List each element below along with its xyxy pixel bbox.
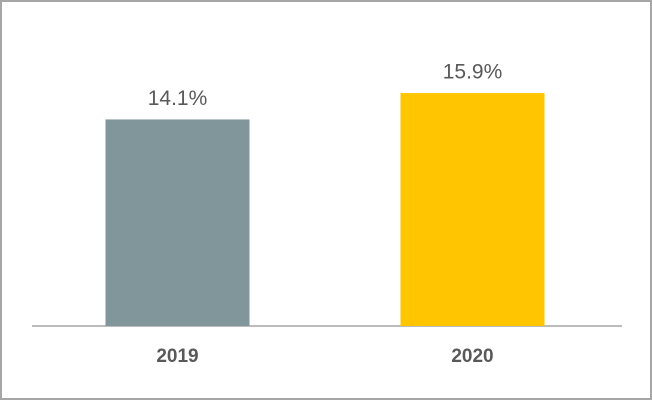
bar [400, 93, 545, 326]
data-label: 15.9% [443, 61, 503, 84]
x-tick-label: 2019 [156, 346, 198, 367]
data-label: 14.1% [148, 87, 208, 110]
bar [105, 119, 250, 326]
x-tick-label: 2020 [451, 346, 493, 367]
